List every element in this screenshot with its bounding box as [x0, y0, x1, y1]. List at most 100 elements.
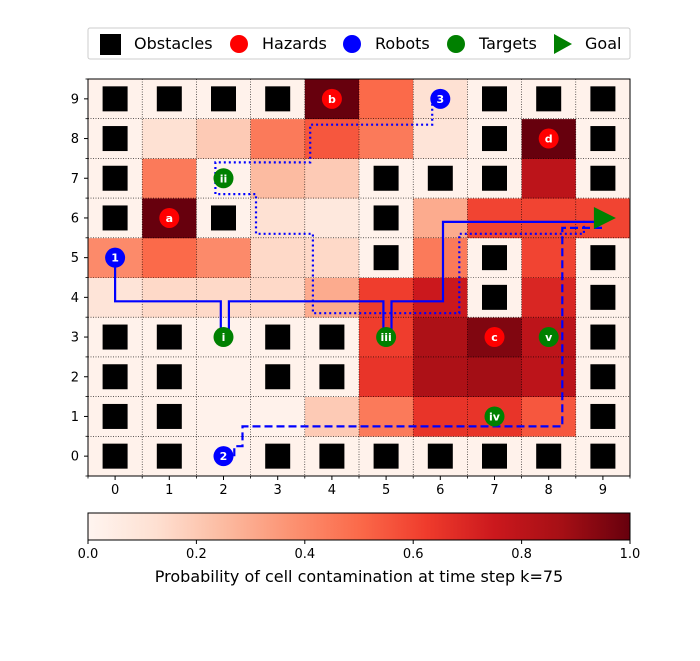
hazard-label: d	[545, 133, 553, 146]
obstacle	[536, 443, 562, 469]
obstacle	[482, 126, 507, 152]
robot-marker	[213, 446, 234, 467]
heatmap-cell	[304, 237, 360, 278]
colorbar-tick-label: 0.0	[78, 547, 99, 562]
heatmap-cell	[359, 277, 414, 318]
legend-obstacle-swatch	[100, 34, 121, 55]
obstacle	[427, 165, 453, 191]
heatmap-cell	[250, 118, 306, 159]
heatmap-cell	[250, 396, 306, 437]
y-tick-label: 4	[71, 291, 79, 306]
obstacle	[590, 364, 616, 390]
hazard-label: b	[328, 93, 336, 106]
hazard-label: c	[491, 331, 498, 344]
heatmap-cell	[196, 118, 251, 159]
legend: Obstacles Hazards Robots Targets Goal	[87, 27, 631, 60]
robot-marker	[105, 247, 126, 268]
heatmap-cell	[142, 118, 197, 159]
heatmap-cell	[521, 277, 577, 318]
target-label: iv	[489, 410, 501, 423]
obstacle	[265, 364, 291, 390]
hazard-marker	[538, 128, 559, 149]
x-tick-label: 4	[328, 483, 336, 498]
robot-marker	[430, 88, 451, 109]
heatmap-cells	[88, 79, 631, 477]
robot-label: 2	[220, 450, 228, 463]
heatmap-cell	[250, 158, 306, 199]
y-tick-label: 2	[71, 370, 79, 385]
obstacle	[590, 284, 616, 310]
obstacle	[482, 165, 507, 191]
colorbar-ticks: 0.0 0.2 0.4 0.6 0.8 1.0	[78, 540, 640, 562]
x-tick-label: 9	[599, 483, 607, 498]
x-tick-label: 3	[274, 483, 282, 498]
obstacle	[482, 443, 507, 469]
legend-robot-swatch	[343, 35, 361, 53]
obstacle	[536, 86, 562, 112]
heatmap-cell	[142, 158, 197, 199]
obstacle	[102, 364, 128, 390]
legend-label-targets: Targets	[478, 34, 537, 53]
obstacle	[590, 165, 616, 191]
x-tick-label: 2	[219, 483, 227, 498]
colorbar-tick-label: 0.4	[294, 547, 315, 562]
obstacle	[319, 324, 345, 350]
x-axis-ticks: 0 1 2 3 4 5 6 7 8 9	[87, 476, 631, 498]
grid-lines	[88, 79, 630, 476]
goal-marker	[593, 206, 616, 229]
obstacle	[319, 443, 345, 469]
heatmap-cell	[359, 79, 414, 120]
obstacle	[156, 364, 182, 390]
obstacle	[373, 165, 399, 191]
obstacle	[102, 165, 128, 191]
heatmap-cell	[304, 277, 360, 318]
heatmap-cell	[304, 158, 360, 199]
heatmap-cell	[413, 198, 468, 239]
heatmap-cell	[521, 158, 577, 199]
robot-label: 3	[436, 93, 444, 106]
obstacle	[265, 86, 291, 112]
target-marker	[376, 327, 397, 348]
heatmap-cell	[196, 237, 251, 278]
colorbar-tick-label: 0.2	[186, 547, 207, 562]
target-label: v	[545, 331, 553, 344]
target-marker	[484, 406, 505, 427]
heatmap-cell	[413, 396, 468, 437]
target-marker	[213, 327, 234, 348]
obstacle	[373, 245, 399, 271]
legend-hazard-swatch	[230, 35, 248, 53]
colorbar-label: Probability of cell contamination at tim…	[155, 567, 563, 586]
obstacle	[102, 86, 128, 112]
heatmap-cell	[521, 237, 577, 278]
y-tick-label: 1	[71, 410, 79, 425]
heatmap-cell	[250, 198, 306, 239]
obstacle	[102, 403, 128, 429]
obstacle	[373, 205, 399, 231]
obstacle	[373, 443, 399, 469]
heatmap-cell	[250, 237, 306, 278]
heatmap-cell	[521, 396, 577, 437]
hazard-marker	[159, 207, 180, 228]
heatmap-cell	[142, 237, 197, 278]
obstacle	[156, 86, 182, 112]
robot-label: 1	[111, 252, 119, 265]
target-marker	[213, 168, 234, 189]
robot-path-2	[233, 226, 603, 457]
x-tick-label: 0	[111, 483, 119, 498]
heatmap-cell	[521, 356, 577, 397]
obstacle	[427, 443, 453, 469]
y-tick-label: 3	[71, 331, 79, 346]
heatmap-cell	[250, 277, 306, 318]
y-tick-label: 9	[71, 92, 79, 107]
y-axis-ticks: 0 1 2 3 4 5 6 7 8 9	[71, 78, 88, 477]
heatmap-cell	[196, 356, 251, 397]
colorbar-tick-label: 0.6	[403, 547, 424, 562]
colorbar	[87, 512, 631, 541]
heatmap-cell	[142, 277, 197, 318]
x-tick-label: 1	[165, 483, 173, 498]
heatmap-cell	[467, 356, 522, 397]
colorbar-tick-label: 0.8	[511, 547, 532, 562]
obstacle	[590, 86, 616, 112]
obstacle	[590, 324, 616, 350]
